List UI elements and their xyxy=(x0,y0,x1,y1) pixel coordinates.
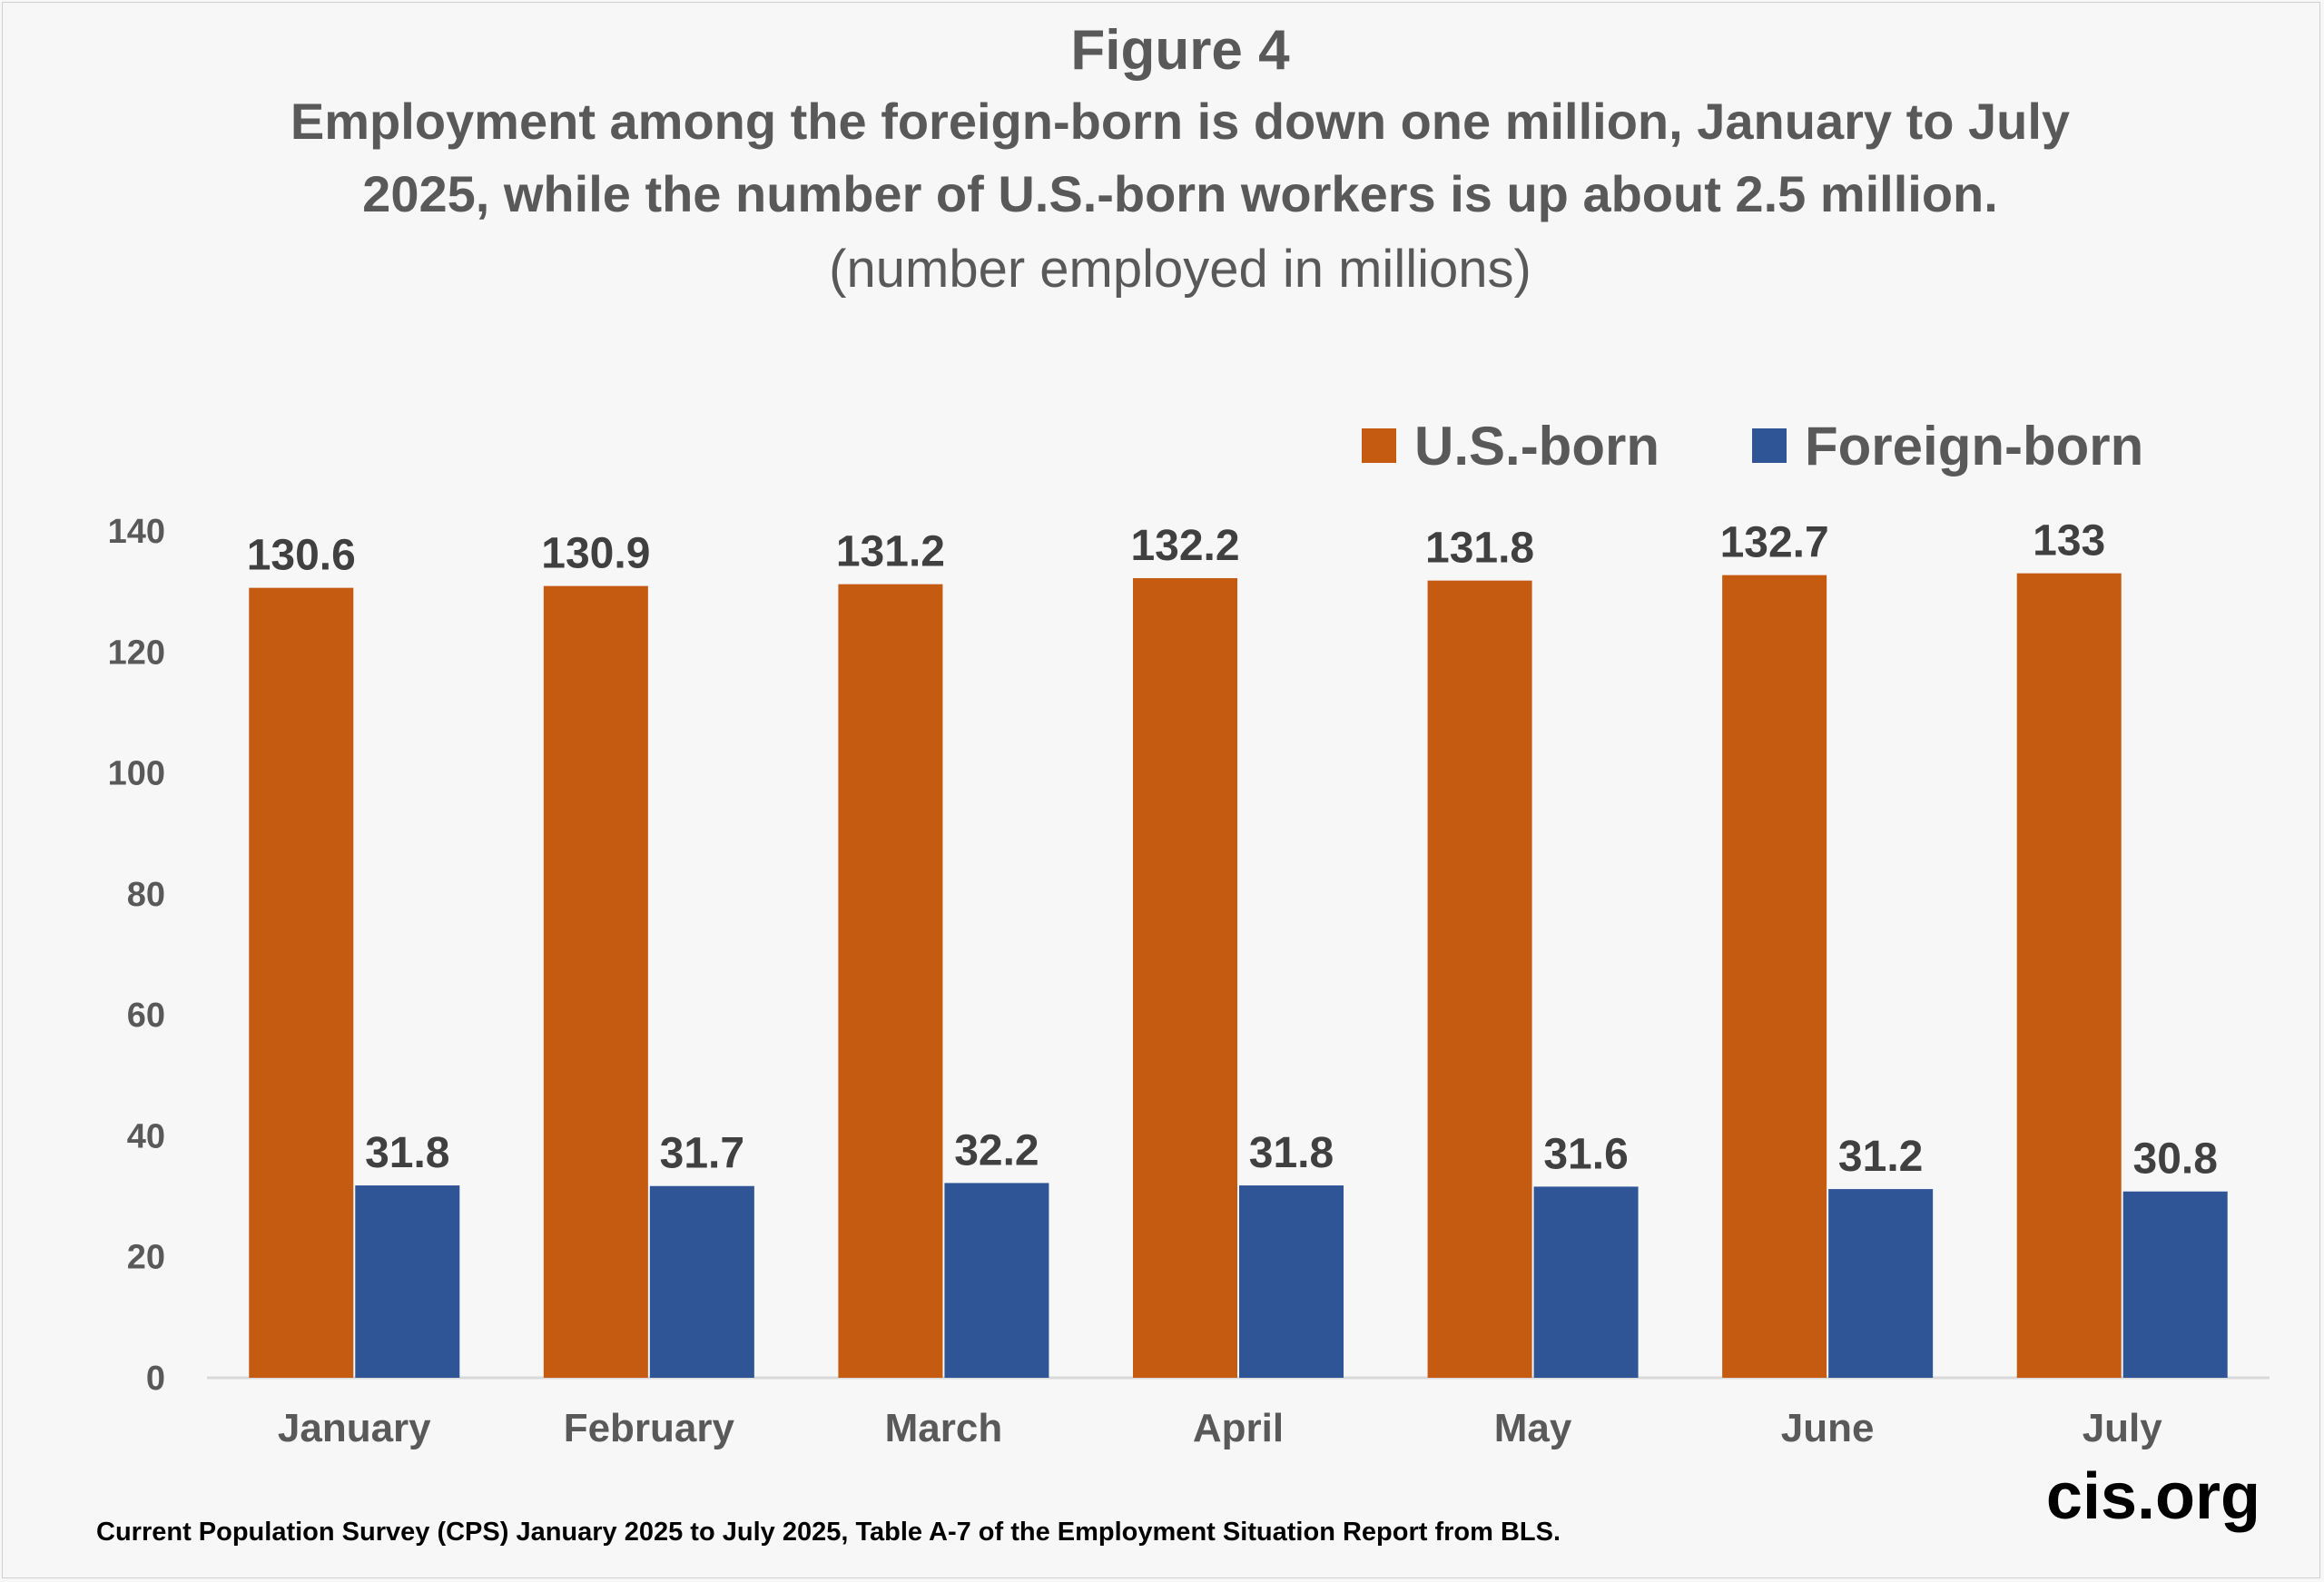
bar-foreign-born xyxy=(2122,1191,2228,1378)
source-note: Current Population Survey (CPS) January … xyxy=(96,1518,1561,1547)
title-block: Figure 4 Employment among the foreign-bo… xyxy=(0,16,2324,309)
bar-us-born xyxy=(1133,577,1237,1378)
y-tick-label: 40 xyxy=(127,1117,165,1155)
y-tick-label: 80 xyxy=(127,876,165,914)
y-tick-label: 20 xyxy=(127,1239,165,1277)
x-tick-label: July xyxy=(2083,1406,2163,1450)
data-label: 31.8 xyxy=(365,1129,449,1177)
data-label: 31.2 xyxy=(1838,1133,1923,1181)
x-tick-label: January xyxy=(278,1406,431,1450)
data-label: 31.7 xyxy=(660,1130,744,1178)
bar-foreign-born xyxy=(649,1185,754,1378)
y-tick-label: 140 xyxy=(108,513,165,551)
data-label: 30.8 xyxy=(2133,1135,2218,1184)
data-label: 130.6 xyxy=(247,532,356,580)
x-tick-label: March xyxy=(885,1406,1003,1450)
bar-foreign-born xyxy=(1239,1185,1344,1378)
bar-us-born xyxy=(1427,580,1532,1378)
brand-logo: cis.org xyxy=(2045,1460,2260,1533)
bar-us-born xyxy=(1722,575,1827,1378)
bar-foreign-born xyxy=(1828,1189,1934,1378)
legend-swatch-us-born xyxy=(1362,428,1396,463)
legend-label: U.S.-born xyxy=(1414,416,1659,477)
data-label: 31.8 xyxy=(1249,1129,1334,1177)
figure-label: Figure 4 xyxy=(1070,19,1290,82)
bar-us-born xyxy=(838,584,943,1378)
bar-foreign-born xyxy=(1533,1186,1639,1378)
data-label: 133 xyxy=(2033,517,2105,565)
bar-us-born xyxy=(543,585,648,1378)
bar-us-born xyxy=(2016,573,2122,1378)
y-tick-label: 0 xyxy=(146,1360,165,1398)
data-label: 130.9 xyxy=(541,530,650,578)
data-label: 32.2 xyxy=(954,1126,1039,1174)
y-tick-label: 120 xyxy=(108,634,165,672)
legend-label: Foreign-born xyxy=(1805,416,2143,477)
chart-headline: Employment among the foreign-born is dow… xyxy=(290,93,2071,222)
data-label: 131.2 xyxy=(836,528,945,576)
y-tick-label: 100 xyxy=(108,755,165,793)
bar-us-born xyxy=(249,587,354,1378)
x-tick-label: February xyxy=(564,1406,735,1450)
data-label: 31.6 xyxy=(1543,1130,1628,1178)
bar-foreign-born xyxy=(355,1185,460,1378)
y-tick-label: 60 xyxy=(127,997,165,1035)
data-label: 132.2 xyxy=(1130,522,1239,570)
x-tick-label: June xyxy=(1781,1406,1875,1450)
chart-subtitle: (number employed in millions) xyxy=(829,240,1531,299)
bar-foreign-born xyxy=(944,1183,1049,1378)
data-label: 132.7 xyxy=(1720,519,1829,567)
legend-swatch-foreign-born xyxy=(1752,428,1787,463)
x-tick-label: May xyxy=(1494,1406,1572,1450)
data-label: 131.8 xyxy=(1425,525,1534,573)
x-tick-label: April xyxy=(1193,1406,1284,1450)
